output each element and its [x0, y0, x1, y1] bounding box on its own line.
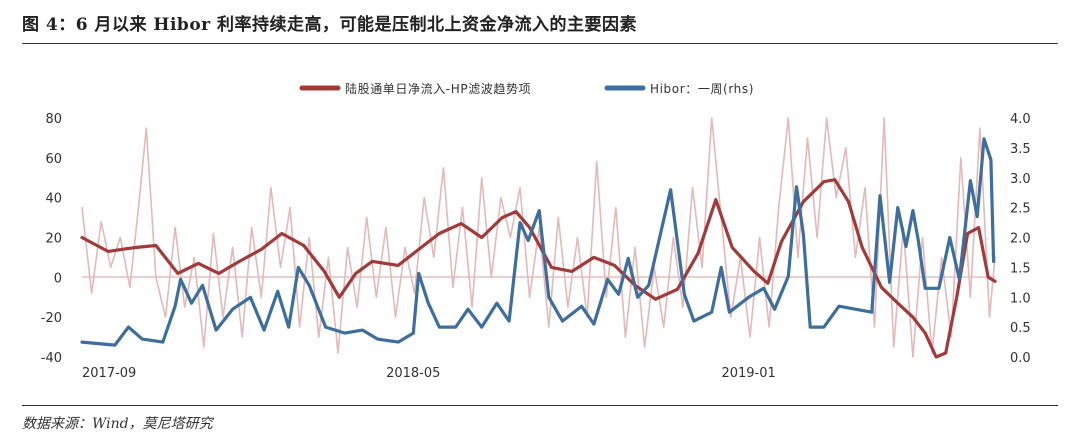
right-tick-label: 3.0: [1010, 172, 1031, 187]
x-tick-label: 2018-05: [386, 366, 440, 381]
raw-flow-line: [81, 117, 996, 358]
left-axis: -40 -20 0 20 40 60 80: [41, 112, 62, 366]
left-tick-label: 60: [45, 152, 62, 167]
left-tick-label: 40: [45, 192, 62, 207]
x-tick-label: 2019-01: [721, 366, 775, 381]
left-tick-label: 20: [45, 232, 62, 247]
right-tick-label: 2.0: [1010, 232, 1031, 247]
left-tick-label: -40: [41, 351, 62, 366]
raw-flow-series: [81, 117, 996, 358]
trend-line: [80, 178, 997, 359]
legend-label-hibor: Hibor：一周(rhs): [650, 82, 754, 96]
left-tick-label: -20: [41, 311, 62, 326]
chart-title: 图 4：6 月以来 Hibor 利率持续走高，可能是压制北上资金净流入的主要因素: [22, 15, 638, 35]
trend-series: [80, 178, 997, 359]
legend-label-trend: 陆股通单日净流入-HP滤波趋势项: [345, 81, 531, 96]
right-tick-label: 1.0: [1010, 291, 1031, 306]
x-tick-label: 2017-09: [82, 366, 136, 381]
hibor-series: [80, 137, 996, 347]
top-rule: [22, 43, 1058, 44]
right-tick-label: 0.0: [1010, 351, 1031, 366]
right-tick-label: 2.5: [1010, 202, 1031, 217]
hibor-line: [80, 137, 996, 347]
right-tick-label: 0.5: [1010, 321, 1031, 336]
right-tick-label: 4.0: [1010, 112, 1031, 127]
bottom-rule: [22, 405, 1058, 406]
legend: 陆股通单日净流入-HP滤波趋势项 Hibor：一周(rhs): [299, 81, 754, 96]
right-axis: 0.0 0.5 1.0 1.5 2.0 2.5 3.0 3.5 4.0: [1010, 112, 1031, 366]
left-tick-label: 0: [54, 271, 62, 286]
left-tick-label: 80: [45, 112, 62, 127]
right-tick-label: 3.5: [1010, 142, 1031, 157]
x-axis: 2017-09 2018-05 2019-01: [82, 366, 776, 381]
source-note: 数据来源：Wind，莫尼塔研究: [22, 416, 213, 432]
right-tick-label: 1.5: [1010, 261, 1031, 276]
